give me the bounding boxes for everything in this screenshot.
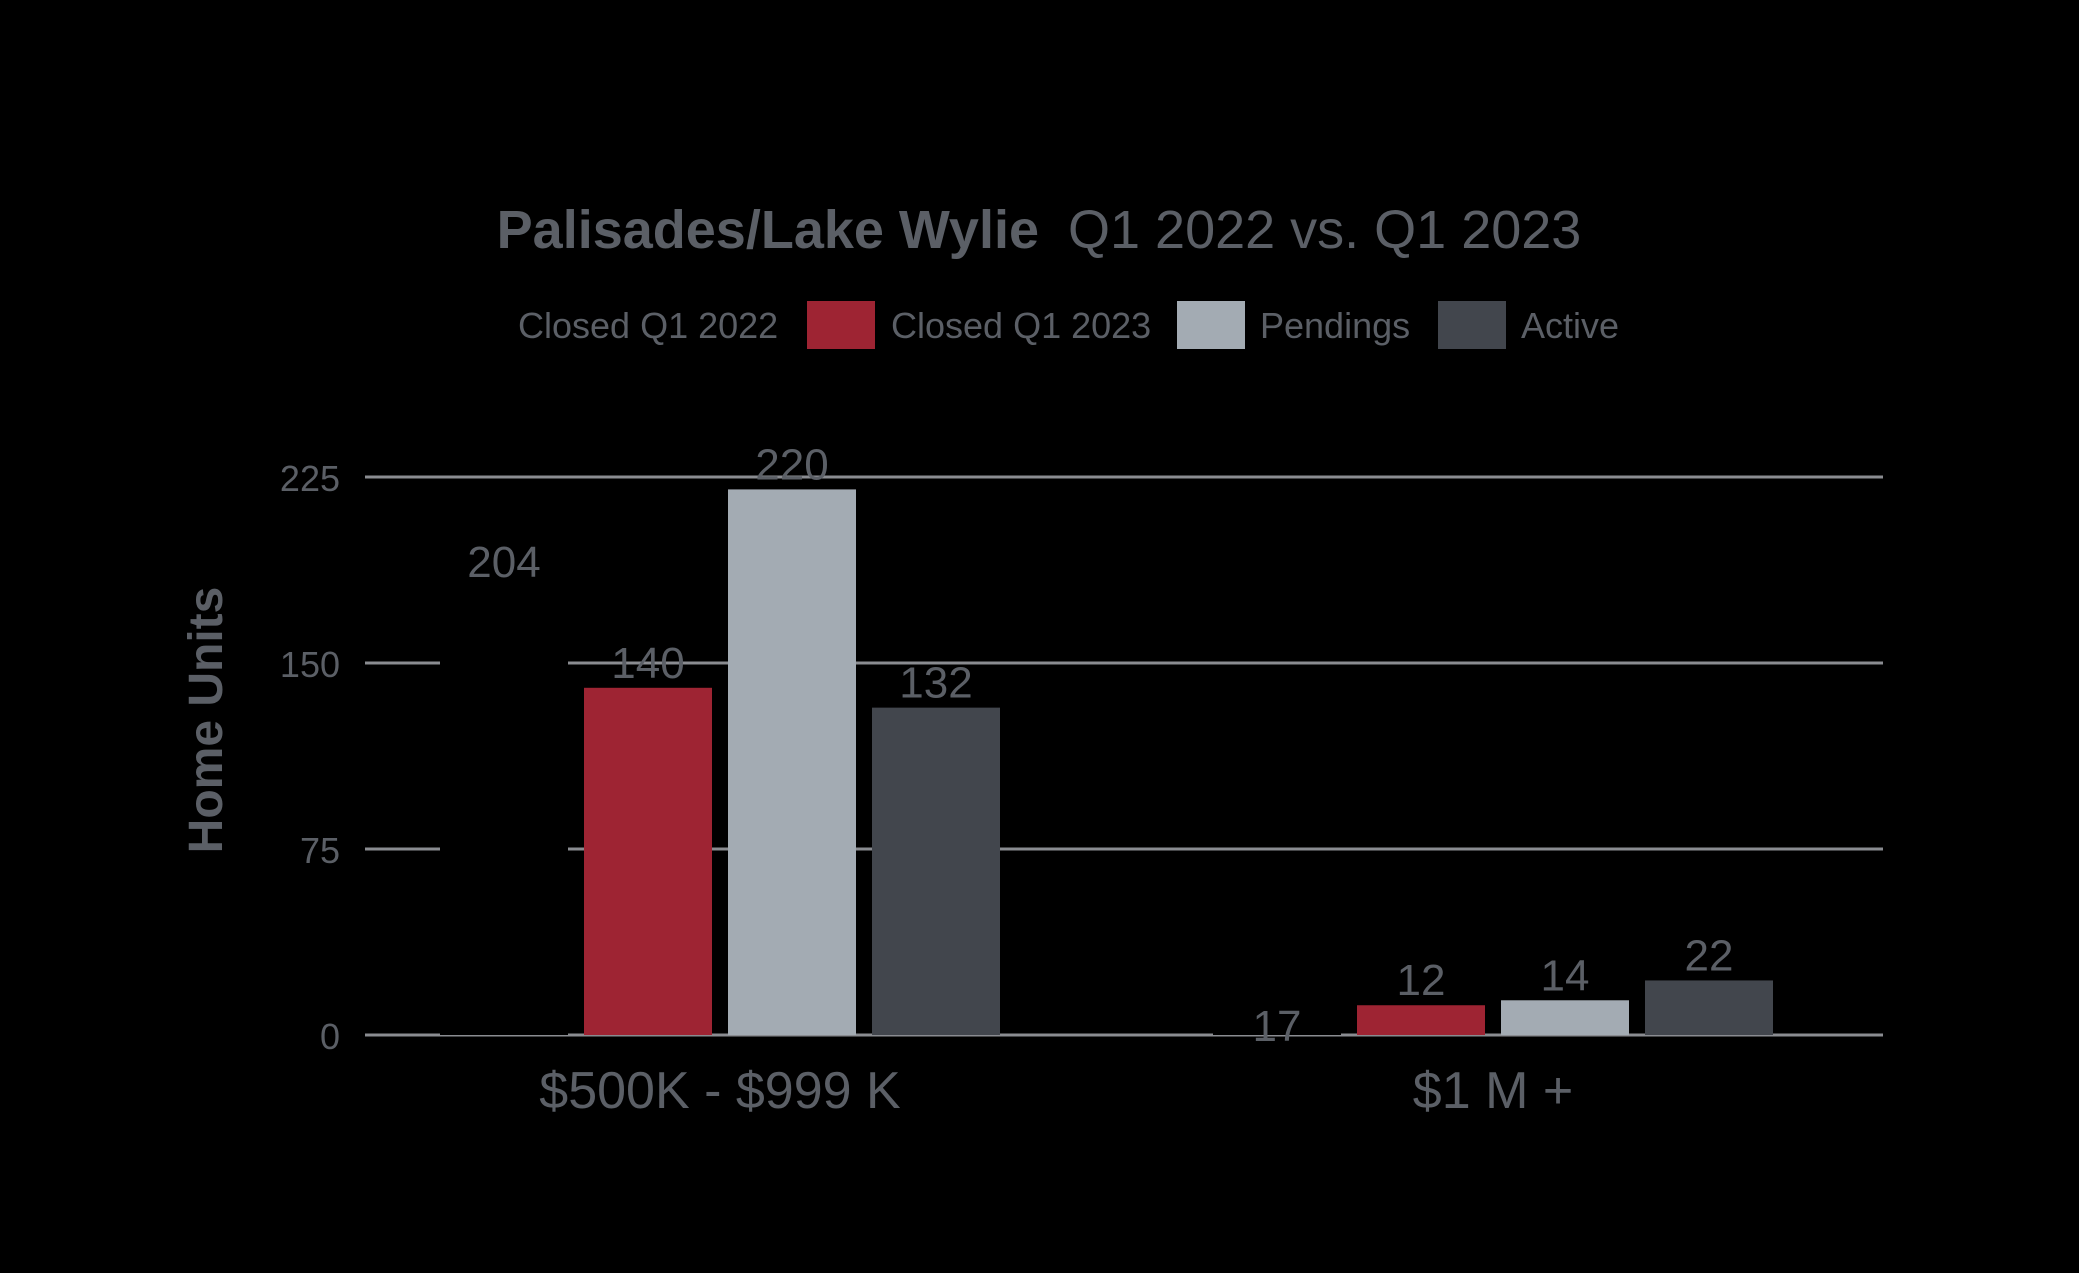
x-tick-label: $500K - $999 K <box>539 1062 901 1120</box>
chart-bars: 204 140 220 132 17 12 14 22 <box>440 440 1773 1051</box>
legend-label: Closed Q1 2022 <box>518 305 778 346</box>
legend-swatch <box>1177 301 1245 349</box>
y-tick-label: 225 <box>280 458 340 499</box>
y-tick-label: 0 <box>320 1016 340 1057</box>
y-axis: 0 75 150 225 <box>280 458 340 1057</box>
data-label: 14 <box>1541 951 1590 1000</box>
data-label: 17 <box>1253 1002 1302 1051</box>
bar-closed-q1-2022-1 <box>1213 992 1341 1035</box>
bar-pendings-1 <box>1501 1000 1629 1035</box>
chart-title-bold: Palisades/Lake Wylie <box>497 200 1039 260</box>
y-tick-label: 150 <box>280 644 340 685</box>
data-label: 140 <box>611 639 684 688</box>
bar-active-0 <box>872 707 1000 1035</box>
chart-legend: Closed Q1 2022 Closed Q1 2023 Pendings Acti… <box>518 301 1619 349</box>
bar-closed-q1-2022-0 <box>440 529 568 1035</box>
legend-swatch <box>646 301 714 349</box>
data-label: 204 <box>467 538 540 587</box>
legend-label: Pendings <box>1260 305 1410 346</box>
chart-title-regular: Q1 2022 vs. Q1 2023 <box>1068 200 1581 260</box>
chart-title: Palisades/Lake Wylie Q1 2022 vs. Q1 2023 <box>497 200 1582 260</box>
data-label: 12 <box>1397 956 1446 1005</box>
legend-label: Active <box>1521 305 1619 346</box>
y-tick-label: 75 <box>300 830 340 871</box>
data-label: 132 <box>899 659 972 708</box>
y-axis-label: Home Units <box>180 587 233 854</box>
bar-closed-q1-2023-0 <box>584 687 712 1035</box>
data-label: 220 <box>755 440 828 489</box>
bar-closed-q1-2023-1 <box>1357 1005 1485 1035</box>
x-axis: $500K - $999 K $1 M + <box>539 1062 1573 1120</box>
data-label: 22 <box>1685 931 1734 980</box>
legend-label: Closed Q1 2023 <box>891 305 1151 346</box>
legend-swatch <box>807 301 875 349</box>
bar-pendings-0 <box>728 489 856 1035</box>
x-tick-label: $1 M + <box>1413 1062 1573 1120</box>
legend-swatch <box>1438 301 1506 349</box>
bar-active-1 <box>1645 980 1773 1035</box>
